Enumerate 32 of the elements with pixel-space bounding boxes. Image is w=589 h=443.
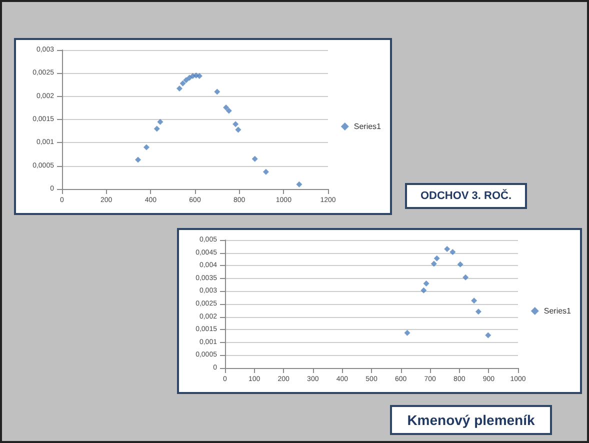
- point: [475, 308, 482, 315]
- point: [135, 156, 142, 163]
- point: [143, 144, 150, 150]
- point: [235, 126, 242, 133]
- point: [232, 121, 239, 128]
- point: [296, 181, 302, 188]
- point: [214, 88, 220, 95]
- point: [471, 298, 478, 304]
- point: [223, 104, 230, 110]
- legend-label: Series1: [354, 122, 382, 131]
- point: [462, 274, 469, 280]
- point: [196, 72, 202, 79]
- point: [450, 249, 456, 256]
- point: [226, 108, 232, 114]
- point: [430, 260, 437, 267]
- point: [183, 77, 190, 84]
- point: [444, 246, 450, 252]
- point: [485, 332, 492, 338]
- point: [404, 330, 410, 336]
- point: [423, 280, 430, 287]
- point: [262, 168, 269, 175]
- point: [252, 156, 258, 162]
- text: Kmenový plemeník: [390, 405, 552, 435]
- point: [457, 261, 464, 268]
- point: [420, 287, 427, 294]
- point: [154, 126, 160, 132]
- point: [157, 118, 164, 125]
- legend-label: Series1: [544, 306, 572, 316]
- text: ODCHOV 3. ROČ.: [405, 183, 527, 209]
- point: [434, 255, 440, 262]
- point: [176, 85, 182, 92]
- point: [180, 80, 186, 86]
